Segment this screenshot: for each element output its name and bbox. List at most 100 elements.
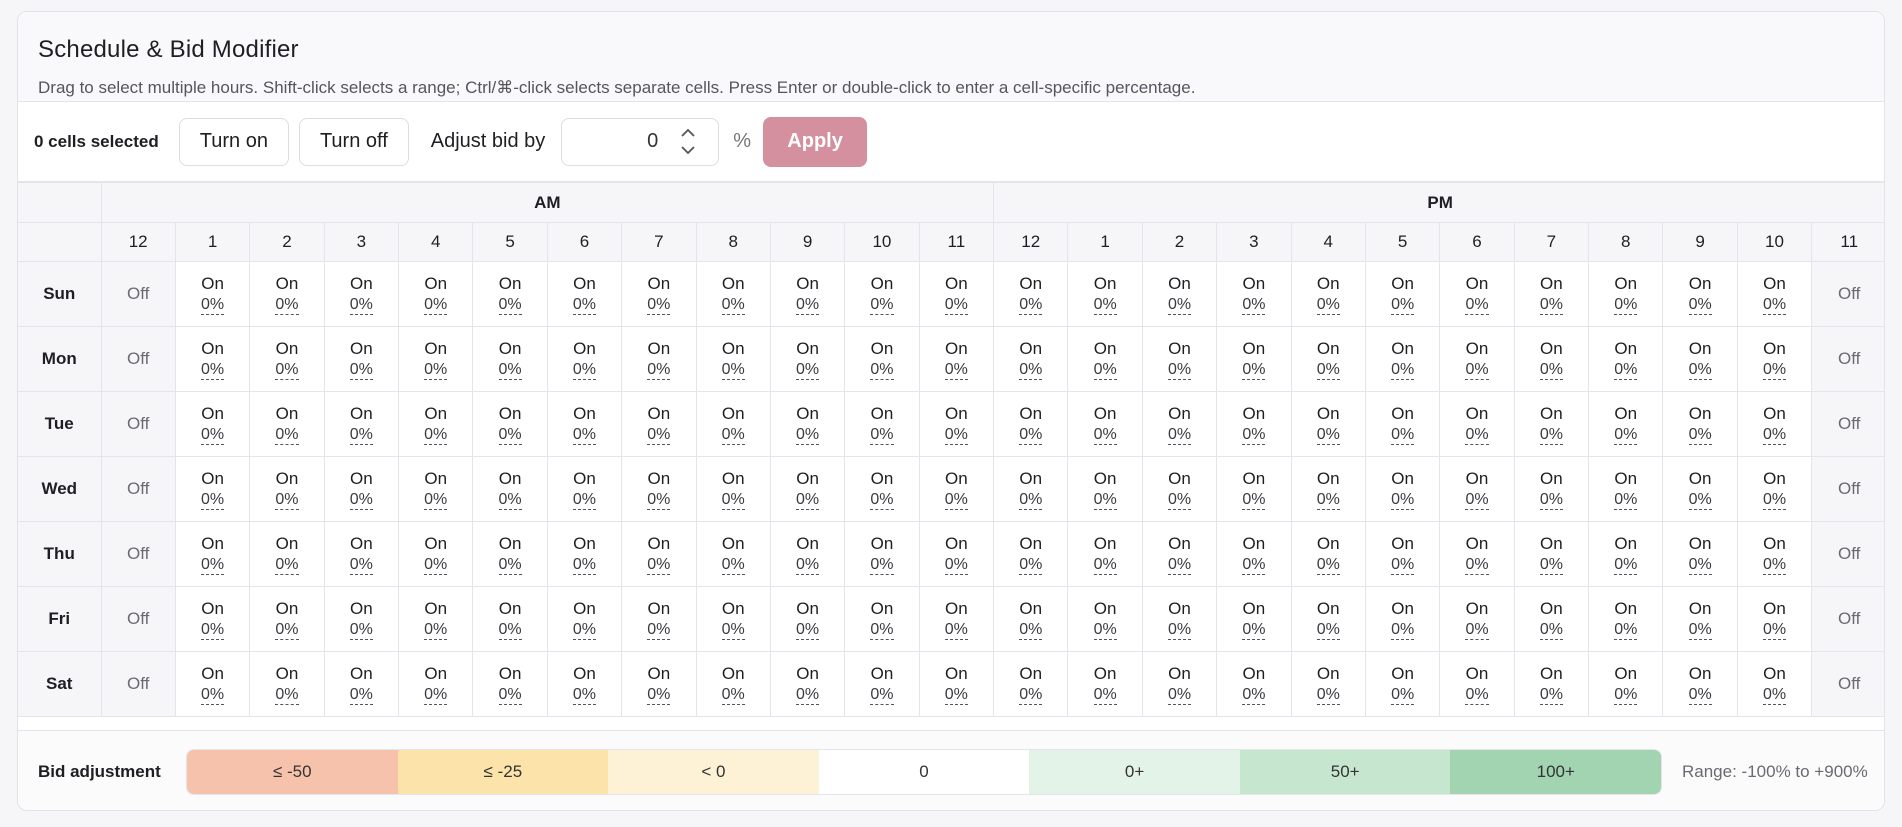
schedule-cell[interactable]: On 0% [1513,586,1590,652]
schedule-cell[interactable]: On 0% [174,261,251,327]
cell-percent[interactable]: 0% [1762,555,1787,575]
cell-percent[interactable]: 0% [201,360,225,380]
cell-percent[interactable]: 0% [1167,620,1192,640]
schedule-cell[interactable]: On 0% [1662,391,1738,457]
schedule-cell[interactable]: On 0% [621,261,697,327]
cell-percent[interactable]: 0% [201,425,225,445]
cell-percent[interactable]: 0% [1019,685,1043,705]
hour-header[interactable]: 2 [249,222,325,262]
cell-percent[interactable]: 0% [275,490,299,510]
cell-percent[interactable]: 0% [1688,295,1712,315]
schedule-cell[interactable]: On 0% [918,261,995,327]
cell-percent[interactable]: 0% [796,425,820,445]
schedule-cell[interactable]: On 0% [1141,651,1218,717]
schedule-cell[interactable]: On 0% [918,651,995,717]
hour-header[interactable]: 1 [174,222,251,262]
cell-percent[interactable]: 0% [424,295,448,315]
cell-percent[interactable]: 0% [796,295,820,315]
schedule-cell[interactable]: On 0% [769,521,846,587]
schedule-cell[interactable]: On 0% [1364,261,1441,327]
schedule-cell[interactable]: On 0% [472,586,548,652]
schedule-cell[interactable]: On 0% [1513,261,1590,327]
hour-header[interactable]: 1 [1067,222,1143,262]
schedule-cell[interactable]: On 0% [397,521,474,587]
schedule-cell[interactable]: On 0% [993,586,1069,652]
hour-header[interactable]: 9 [769,222,846,262]
schedule-cell[interactable]: On 0% [174,391,251,457]
schedule-cell[interactable]: On 0% [472,521,548,587]
pm-header[interactable]: PM [993,182,1884,223]
schedule-cell[interactable]: On 0% [1141,586,1218,652]
hour-header[interactable]: 3 [1216,222,1292,262]
hour-header[interactable]: 9 [1662,222,1738,262]
cell-percent[interactable]: 0% [275,295,299,315]
am-header[interactable]: AM [100,182,995,223]
schedule-cell[interactable]: On 0% [621,456,697,522]
schedule-cell[interactable]: Off [100,261,176,327]
cell-percent[interactable]: 0% [1688,360,1712,380]
cell-percent[interactable]: 0% [201,295,225,315]
cell-percent[interactable]: 0% [1539,425,1563,445]
cell-percent[interactable]: 0% [870,620,894,640]
cell-percent[interactable]: 0% [796,620,820,640]
cell-percent[interactable]: 0% [1167,555,1192,575]
hour-header[interactable]: 8 [1588,222,1664,262]
schedule-cell[interactable]: On 0% [174,651,251,717]
schedule-cell[interactable]: On 0% [1067,651,1143,717]
cell-percent[interactable]: 0% [1093,620,1117,640]
schedule-cell[interactable]: Off [1811,456,1884,522]
cell-percent[interactable]: 0% [572,620,596,640]
schedule-cell[interactable]: On 0% [993,651,1069,717]
cell-percent[interactable]: 0% [1316,295,1340,315]
cell-percent[interactable]: 0% [1242,295,1266,315]
schedule-cell[interactable]: On 0% [1067,456,1143,522]
schedule-cell[interactable]: On 0% [546,261,623,327]
cell-percent[interactable]: 0% [647,360,671,380]
cell-percent[interactable]: 0% [1093,685,1117,705]
cell-percent[interactable]: 0% [647,425,671,445]
cell-percent[interactable]: 0% [1688,620,1712,640]
schedule-cell[interactable]: On 0% [472,391,548,457]
cell-percent[interactable]: 0% [1688,555,1712,575]
schedule-cell[interactable]: On 0% [993,456,1069,522]
cell-percent[interactable]: 0% [1093,425,1117,445]
schedule-cell[interactable]: On 0% [695,391,771,457]
cell-percent[interactable]: 0% [1391,295,1415,315]
schedule-cell[interactable]: Off [100,521,176,587]
cell-percent[interactable]: 0% [647,555,671,575]
cell-percent[interactable]: 0% [1465,425,1489,445]
schedule-cell[interactable]: On 0% [695,651,771,717]
schedule-cell[interactable]: On 0% [993,261,1069,327]
cell-percent[interactable]: 0% [349,360,373,380]
cell-percent[interactable]: 0% [201,490,225,510]
cell-percent[interactable]: 0% [572,425,596,445]
schedule-cell[interactable]: On 0% [621,521,697,587]
schedule-cell[interactable]: On 0% [1216,261,1292,327]
cell-percent[interactable]: 0% [721,490,745,510]
cell-percent[interactable]: 0% [647,490,671,510]
schedule-cell[interactable]: On 0% [323,651,400,717]
schedule-cell[interactable]: On 0% [621,586,697,652]
day-label[interactable]: Thu [18,521,102,587]
schedule-cell[interactable]: On 0% [769,586,846,652]
schedule-cell[interactable]: On 0% [1513,651,1590,717]
cell-percent[interactable]: 0% [1539,685,1563,705]
schedule-cell[interactable]: On 0% [1588,391,1664,457]
schedule-cell[interactable]: On 0% [1290,651,1366,717]
schedule-cell[interactable]: On 0% [1216,326,1292,392]
cell-percent[interactable]: 0% [721,360,745,380]
schedule-cell[interactable]: On 0% [844,391,920,457]
cell-percent[interactable]: 0% [275,360,299,380]
schedule-cell[interactable]: On 0% [1513,456,1590,522]
turn-on-button[interactable]: Turn on [178,117,289,166]
schedule-cell[interactable]: On 0% [1736,651,1813,717]
cell-percent[interactable]: 0% [1167,490,1192,510]
cell-percent[interactable]: 0% [647,685,671,705]
schedule-cell[interactable]: On 0% [397,391,474,457]
schedule-cell[interactable]: Off [100,586,176,652]
cell-percent[interactable]: 0% [1465,685,1489,705]
schedule-cell[interactable]: On 0% [621,651,697,717]
hour-header[interactable]: 12 [993,222,1069,262]
cell-percent[interactable]: 0% [201,685,225,705]
cell-percent[interactable]: 0% [349,620,373,640]
